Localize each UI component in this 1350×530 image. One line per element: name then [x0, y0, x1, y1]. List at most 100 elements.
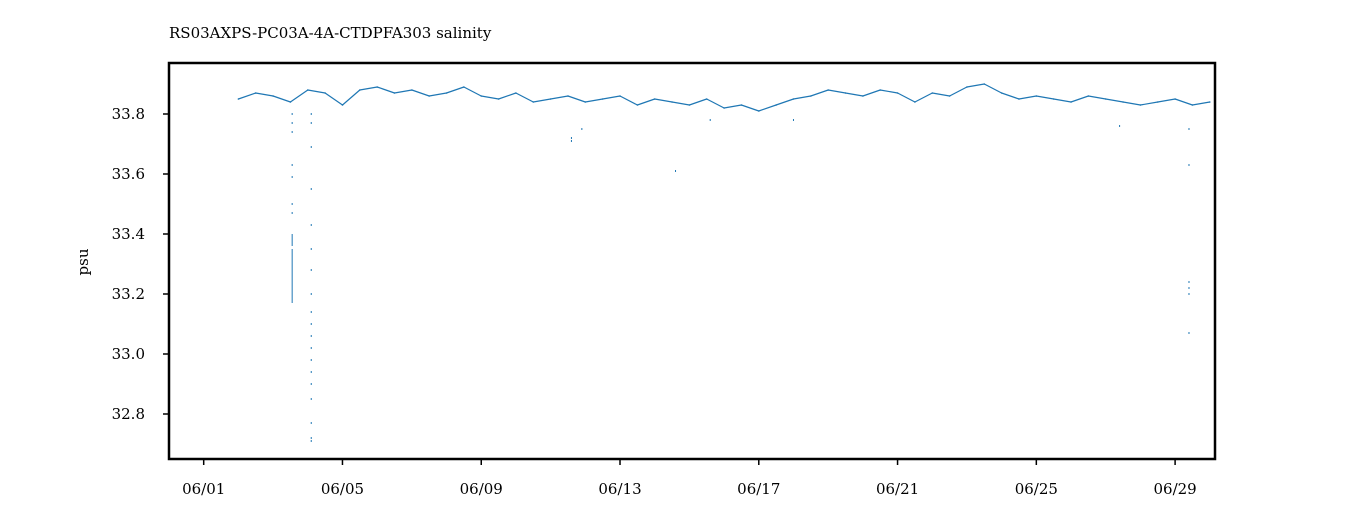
series-point [480, 95, 483, 97]
series-line-0 [238, 83, 1210, 112]
outlier-point [291, 131, 293, 133]
outlier-layer [291, 113, 1190, 442]
series-point [237, 98, 240, 100]
series-point [306, 89, 309, 91]
x-axis: 06/01 06/05 06/09 06/13 06/17 06/21 06/25 06/29 [182, 459, 1197, 498]
outlier-point [675, 170, 677, 172]
series-point [376, 86, 378, 88]
series-point [931, 92, 934, 94]
series-point [792, 98, 795, 100]
series-point [810, 95, 812, 97]
outlier-point [291, 212, 293, 214]
series-point [1070, 101, 1072, 103]
y-tick-label: 32.8 [112, 405, 145, 423]
series-point [775, 104, 777, 106]
series-layer [237, 83, 1211, 112]
series-point [636, 104, 639, 106]
series-point [1208, 101, 1211, 103]
x-tick-label: 06/21 [876, 480, 919, 498]
series-point [463, 86, 465, 88]
outlier-point [310, 269, 312, 271]
outlier-point [310, 293, 312, 295]
outlier-point [581, 128, 583, 130]
outlier-point [310, 422, 312, 424]
outlier-point [1188, 281, 1190, 283]
x-tick-label: 06/25 [1015, 480, 1058, 498]
series-point [653, 98, 656, 100]
outlier-point [310, 440, 312, 442]
series-point [671, 101, 673, 103]
series-point [619, 95, 621, 97]
outlier-point [310, 224, 312, 226]
chart-title: RS03AXPS-PC03A-4A-CTDPFA303 salinity [169, 24, 492, 42]
outlier-point [291, 203, 293, 205]
y-tick-label: 33.6 [112, 165, 145, 183]
series-point [445, 92, 448, 94]
outlier-point [1188, 293, 1190, 295]
y-axis-label: psu [74, 248, 92, 275]
series-point [532, 101, 535, 103]
series-point [1174, 98, 1176, 100]
series-point [428, 95, 430, 97]
outlier-point [291, 164, 293, 166]
series-point [1087, 95, 1090, 97]
outlier-point [291, 122, 293, 124]
outlier-point [310, 146, 312, 148]
series-point [862, 95, 864, 97]
outlier-point [310, 359, 312, 361]
series-point [914, 101, 916, 103]
series-point [1035, 95, 1038, 97]
y-tick-label: 33.4 [112, 225, 145, 243]
series-point [966, 86, 968, 88]
y-tick-label: 33.2 [112, 285, 145, 303]
outlier-point [1119, 125, 1121, 127]
series-point [601, 98, 604, 100]
outlier-point [1188, 164, 1190, 166]
plot-frame [167, 61, 1217, 461]
series-point [1018, 98, 1020, 100]
series-point [359, 89, 361, 91]
series-point [1122, 101, 1124, 103]
outlier-point [310, 437, 312, 439]
series-point [584, 101, 587, 103]
outlier-point [291, 113, 293, 115]
outlier-point [310, 113, 312, 115]
y-axis: 32.8 33.0 33.2 33.4 33.6 33.8 [112, 105, 169, 423]
x-tick-label: 06/17 [737, 480, 780, 498]
outlier-point [310, 248, 312, 250]
outlier-point [310, 335, 312, 337]
x-tick-label: 06/29 [1153, 480, 1196, 498]
outlier-point [709, 119, 711, 121]
outlier-point [1188, 287, 1190, 289]
outlier-point [310, 188, 312, 190]
series-point [740, 104, 743, 106]
x-tick-label: 06/05 [321, 480, 364, 498]
outlier-point [570, 137, 572, 139]
outlier-point [310, 371, 312, 373]
series-point [254, 92, 257, 94]
outlier-point [1188, 128, 1190, 130]
x-tick-label: 06/09 [460, 480, 503, 498]
series-point [567, 95, 569, 97]
series-point [341, 104, 344, 106]
outlier-point [792, 119, 794, 121]
outlier-point [310, 383, 312, 385]
series-point [1052, 98, 1055, 100]
outlier-point [1188, 332, 1190, 334]
series-point [393, 92, 396, 94]
series-point [549, 98, 552, 100]
outlier-point [310, 323, 312, 325]
series-point [844, 92, 847, 94]
x-tick-label: 06/13 [598, 480, 641, 498]
series-point [757, 110, 760, 112]
series-point [411, 89, 413, 91]
series-point [1000, 92, 1003, 94]
outlier-point [310, 311, 312, 313]
series-point [515, 92, 517, 94]
series-point [688, 104, 691, 106]
x-tick-label: 06/01 [182, 480, 225, 498]
series-point [497, 98, 500, 100]
series-point [705, 98, 708, 100]
series-point [1139, 104, 1142, 106]
